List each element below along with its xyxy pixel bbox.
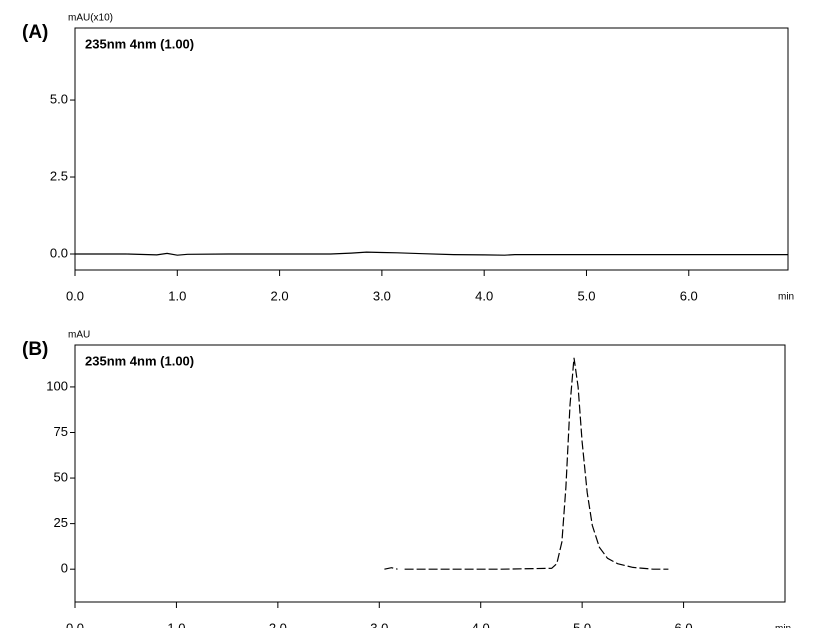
x-tick-label: 4.0 <box>472 620 490 628</box>
y-tick-label: 0.0 <box>50 245 68 260</box>
x-tick-label: 5.0 <box>573 620 591 628</box>
x-tick-label: 6.0 <box>680 288 698 303</box>
x-tick-label: 4.0 <box>475 288 493 303</box>
y-tick-label: 50 <box>54 469 68 484</box>
panel-label: (B) <box>22 339 48 360</box>
data-line <box>75 251 788 256</box>
x-tick-label: 3.0 <box>373 288 391 303</box>
x-axis-label: min <box>775 624 791 628</box>
x-tick-label: 1.0 <box>168 288 186 303</box>
annotation: 235nm 4nm (1.00) <box>85 353 194 368</box>
y-tick-label: 100 <box>46 378 68 393</box>
panel-label: (A) <box>22 22 48 43</box>
y-tick-label: 2.5 <box>50 168 68 183</box>
x-tick-label: 5.0 <box>577 288 595 303</box>
y-tick-label: 25 <box>54 515 68 530</box>
plot-frame <box>74 344 786 603</box>
annotation: 235nm 4nm (1.00) <box>85 36 194 51</box>
x-tick-label: 3.0 <box>370 620 388 628</box>
x-axis-label: min <box>778 292 794 303</box>
plot-frame <box>74 27 789 271</box>
y-axis-label: mAU <box>68 330 90 341</box>
x-tick-label: 0.0 <box>66 620 84 628</box>
x-tick-label: 2.0 <box>269 620 287 628</box>
y-tick-label: 75 <box>54 424 68 439</box>
y-tick-label: 5.0 <box>50 91 68 106</box>
y-tick-label: 0 <box>61 561 68 576</box>
y-axis-label: mAU(x10) <box>68 13 113 24</box>
x-tick-label: 1.0 <box>167 620 185 628</box>
x-tick-label: 6.0 <box>675 620 693 628</box>
x-tick-label: 0.0 <box>66 288 84 303</box>
x-tick-label: 2.0 <box>271 288 289 303</box>
data-line <box>384 357 669 570</box>
